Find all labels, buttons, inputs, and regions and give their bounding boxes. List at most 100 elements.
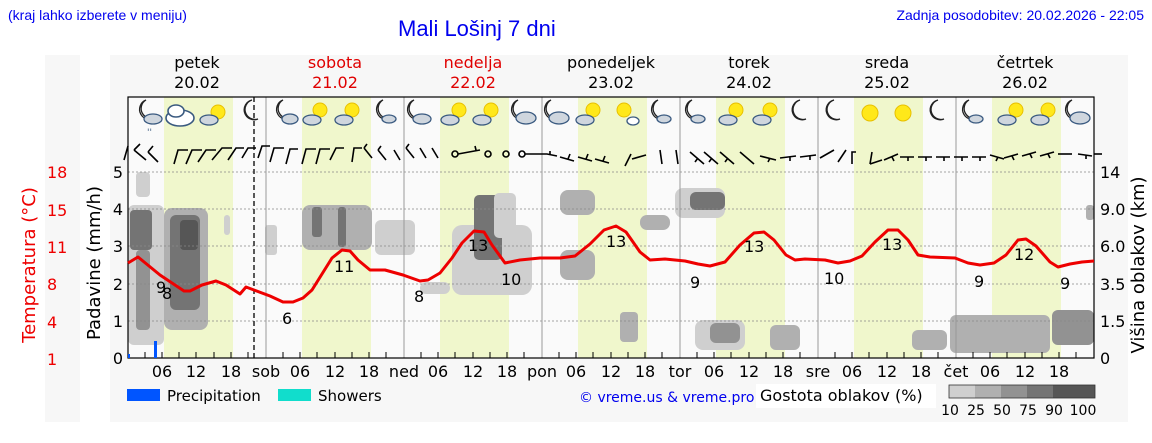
svg-text:12: 12	[601, 362, 621, 381]
svg-text:11: 11	[334, 257, 354, 276]
day-label-torek: torek 24.02	[726, 53, 772, 92]
svg-text:06: 06	[980, 362, 1000, 381]
precipitation-swatch	[127, 389, 160, 401]
precip-axis-ticks: 5 4 3 2 1 0	[113, 163, 123, 368]
moon-icon	[243, 99, 259, 121]
svg-text:06: 06	[428, 362, 448, 381]
day-label-nedelja: nedelja 22.02	[443, 53, 503, 92]
weather-icons: ''	[138, 99, 1091, 138]
svg-text:tor: tor	[669, 362, 692, 381]
cloud-axis-label: Višina oblakov (km)	[1128, 176, 1149, 353]
svg-text:06: 06	[152, 362, 172, 381]
svg-text:12: 12	[325, 362, 345, 381]
sun-icon	[861, 104, 879, 122]
moon-icon	[825, 99, 841, 121]
cloud-density-scale	[948, 384, 1096, 399]
svg-text:13: 13	[606, 232, 626, 251]
day-separators	[265, 97, 957, 358]
page-title: Mali Lošinj 7 dni	[398, 16, 556, 41]
svg-text:6: 6	[282, 309, 292, 328]
svg-text:06: 06	[704, 362, 724, 381]
svg-text:3: 3	[113, 237, 123, 256]
sun-cloud-icon	[575, 102, 601, 126]
svg-text:0: 0	[113, 349, 123, 368]
moon-cloud-icon	[684, 99, 706, 124]
day-label-ponedeljek: ponedeljek 23.02	[567, 53, 655, 92]
svg-text:12: 12	[186, 362, 206, 381]
svg-text:12: 12	[463, 362, 483, 381]
svg-text:9: 9	[156, 278, 166, 297]
svg-text:ned: ned	[389, 362, 419, 381]
day-label-petek: petek 20.02	[174, 53, 220, 92]
svg-text:4: 4	[47, 313, 57, 332]
svg-text:'': ''	[147, 128, 152, 138]
moon-cloud-icon	[961, 99, 984, 124]
svg-text:0: 0	[1100, 349, 1110, 368]
svg-text:75: 75	[1019, 403, 1037, 419]
svg-text:18: 18	[497, 362, 517, 381]
svg-text:18: 18	[359, 362, 379, 381]
svg-text:18: 18	[635, 362, 655, 381]
precip-bar	[154, 341, 157, 358]
svg-text:sob: sob	[252, 362, 280, 381]
svg-text:5: 5	[113, 163, 123, 182]
svg-text:4: 4	[113, 200, 123, 219]
sun-cloud-icon	[302, 102, 328, 126]
cloud-density-label: Gostota oblakov (%)	[760, 386, 923, 405]
cloud-axis-ticks: 14 9.0 6.0 3.5 1.5 0	[1100, 163, 1125, 368]
svg-text:18: 18	[1049, 362, 1069, 381]
svg-text:1.5: 1.5	[1100, 312, 1125, 331]
day-label-sreda: sreda 25.02	[864, 53, 910, 92]
cloud-density-ticks: 10 25 50 75 90 100	[941, 403, 1096, 419]
svg-text:12: 12	[877, 362, 897, 381]
svg-text:06: 06	[842, 362, 862, 381]
sun-cloud-icon	[472, 102, 499, 126]
moon-icon	[929, 99, 945, 121]
x-tick-labels: 06 12 18 sob 06 12 18 ned 06 12 18 pon 0…	[152, 362, 1069, 381]
sun-cloud-icon	[199, 104, 226, 126]
sun-icon	[894, 104, 912, 122]
svg-text:2: 2	[113, 275, 123, 294]
day-label-cetrtek: četrtek 26.02	[996, 53, 1054, 92]
svg-text:18: 18	[221, 362, 241, 381]
svg-text:3.5: 3.5	[1100, 275, 1125, 294]
svg-text:9: 9	[690, 273, 700, 292]
svg-text:12: 12	[739, 362, 759, 381]
sun-cloud-icon	[752, 102, 778, 126]
temperature-labels: 9 8 6 11 8 13 10 13 9 13 10 13 9 12 9	[156, 232, 1070, 328]
wind-barbs	[123, 143, 1102, 167]
svg-text:1: 1	[47, 350, 57, 369]
temp-axis-label: Temperatura (°C)	[19, 187, 40, 344]
svg-text:13: 13	[468, 236, 488, 255]
showers-legend-label: Showers	[318, 387, 382, 405]
moon-cloud-icon	[543, 99, 570, 125]
sun-cloud-icon	[440, 102, 467, 126]
svg-text:čet: čet	[944, 362, 969, 381]
temp-axis-panel	[45, 55, 80, 422]
svg-text:100: 100	[1070, 403, 1097, 419]
svg-text:12: 12	[1014, 245, 1034, 264]
svg-text:13: 13	[882, 235, 902, 254]
svg-text:50: 50	[993, 403, 1011, 419]
precip-axis-label: Padavine (mm/h)	[84, 186, 105, 340]
svg-text:10: 10	[941, 403, 959, 419]
precipitation-legend-label: Precipitation	[167, 387, 261, 405]
svg-text:13: 13	[744, 237, 764, 256]
location-hint: (kraj lahko izberete v meniju)	[8, 7, 187, 23]
precip-bar	[128, 354, 130, 358]
svg-text:06: 06	[566, 362, 586, 381]
sun-cloud-icon	[334, 102, 360, 126]
svg-text:18: 18	[911, 362, 931, 381]
copyright-link: © vreme.us & vreme.pro	[579, 390, 754, 406]
moon-cloud-icon	[375, 99, 397, 124]
svg-text:10: 10	[824, 269, 844, 288]
moon-cloud-icon	[275, 99, 299, 125]
moon-cloud-icon	[406, 99, 432, 125]
svg-text:9.0: 9.0	[1100, 200, 1125, 219]
svg-text:6.0: 6.0	[1100, 237, 1125, 256]
last-updated: Zadnja posodobitev: 20.02.2026 - 22:05	[896, 7, 1144, 23]
grid	[128, 171, 1094, 322]
moon-cloud-icon	[1064, 99, 1091, 125]
temp-axis-ticks: 18 15 11 8 4 1	[47, 163, 67, 369]
svg-text:9: 9	[974, 272, 984, 291]
